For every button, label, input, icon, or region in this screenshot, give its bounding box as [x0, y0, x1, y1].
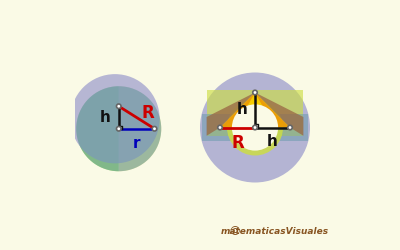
Polygon shape: [206, 90, 303, 136]
Circle shape: [218, 125, 222, 130]
Circle shape: [253, 90, 257, 95]
Circle shape: [288, 125, 292, 130]
Circle shape: [227, 100, 283, 156]
Circle shape: [232, 104, 278, 150]
Text: h: h: [267, 134, 278, 149]
Polygon shape: [206, 92, 255, 136]
Text: R: R: [231, 134, 244, 152]
Polygon shape: [119, 86, 161, 171]
Text: h: h: [100, 110, 110, 125]
Circle shape: [152, 126, 157, 131]
Polygon shape: [202, 114, 308, 141]
Polygon shape: [76, 86, 119, 171]
Circle shape: [76, 86, 161, 171]
Text: R: R: [142, 104, 154, 122]
Text: matematicasVisuales: matematicasVisuales: [221, 228, 329, 236]
Circle shape: [200, 72, 310, 182]
Text: h: h: [237, 102, 248, 118]
Polygon shape: [236, 92, 274, 128]
Polygon shape: [255, 92, 303, 136]
Circle shape: [70, 74, 160, 164]
Polygon shape: [220, 92, 290, 128]
Circle shape: [116, 104, 121, 108]
Text: ©: ©: [228, 226, 241, 238]
Circle shape: [253, 125, 257, 130]
Circle shape: [116, 126, 121, 131]
Text: r: r: [133, 136, 140, 150]
